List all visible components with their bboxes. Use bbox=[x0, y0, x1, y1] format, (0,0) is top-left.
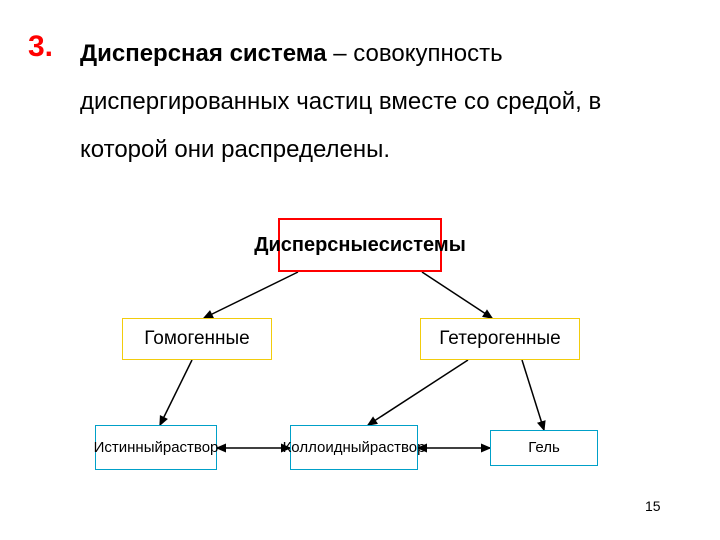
node-gel: Гель bbox=[490, 430, 598, 466]
page-number: 15 bbox=[645, 498, 661, 514]
node-colloidal: Коллоидныйраствор bbox=[290, 425, 418, 470]
list-number: 3. bbox=[28, 30, 53, 64]
edge-arrow bbox=[422, 272, 492, 318]
node-homogeneous: Гомогенные bbox=[122, 318, 272, 360]
edge-arrow bbox=[204, 272, 298, 318]
edge-arrow bbox=[368, 360, 468, 425]
definition-text: Дисперсная система – совокупность диспер… bbox=[80, 30, 650, 174]
edge-arrow bbox=[522, 360, 544, 430]
node-heterogeneous: Гетерогенные bbox=[420, 318, 580, 360]
definition-term: Дисперсная система bbox=[80, 40, 327, 67]
edge-arrow bbox=[160, 360, 192, 425]
node-root: Дисперсныесистемы bbox=[278, 218, 442, 272]
node-true-solution: Истинныйраствор bbox=[95, 425, 217, 470]
